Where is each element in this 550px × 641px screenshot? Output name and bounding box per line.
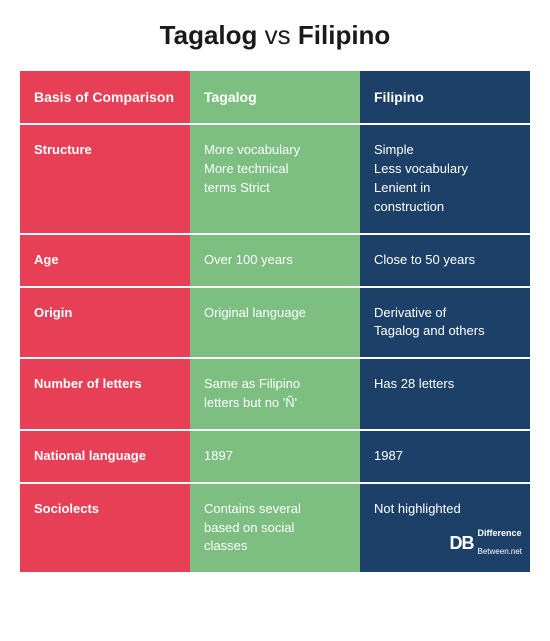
row-value-a: Same as Filipino letters but no 'Ñ' xyxy=(190,359,360,429)
row-label: Age xyxy=(20,235,190,286)
row-value-b: Not highlighted DB Difference Between.ne… xyxy=(360,484,530,573)
table-header-row: Basis of Comparison Tagalog Filipino xyxy=(20,71,530,123)
row-value-b: Simple Less vocabulary Lenient in constr… xyxy=(360,125,530,232)
row-label: Origin xyxy=(20,288,190,358)
table-row: Origin Original language Derivative of T… xyxy=(20,288,530,358)
row-value-b: Has 28 letters xyxy=(360,359,530,429)
row-value-a: Contains several based on social classes xyxy=(190,484,360,573)
row-value-b-text: Not highlighted xyxy=(374,500,461,519)
table-row: Sociolects Contains several based on soc… xyxy=(20,484,530,573)
logo-line2: Between.net xyxy=(478,548,522,556)
title-left: Tagalog xyxy=(160,20,258,50)
comparison-table: Basis of Comparison Tagalog Filipino Str… xyxy=(20,71,530,572)
header-col-a: Tagalog xyxy=(190,71,360,123)
row-label: Sociolects xyxy=(20,484,190,573)
title-vs: vs xyxy=(265,20,291,50)
logo-line1: Difference xyxy=(478,529,522,538)
row-value-a: More vocabulary More technical terms Str… xyxy=(190,125,360,232)
row-label: Number of letters xyxy=(20,359,190,429)
row-value-a: Over 100 years xyxy=(190,235,360,286)
row-label: National language xyxy=(20,431,190,482)
table-row: Age Over 100 years Close to 50 years xyxy=(20,235,530,286)
row-value-b: Derivative of Tagalog and others xyxy=(360,288,530,358)
page-title: Tagalog vs Filipino xyxy=(20,20,530,51)
table-row: National language 1897 1987 xyxy=(20,431,530,482)
row-value-b: Close to 50 years xyxy=(360,235,530,286)
header-col-b: Filipino xyxy=(360,71,530,123)
row-value-a: Original language xyxy=(190,288,360,358)
title-right: Filipino xyxy=(298,20,390,50)
row-value-b: 1987 xyxy=(360,431,530,482)
row-label: Structure xyxy=(20,125,190,232)
table-row: Number of letters Same as Filipino lette… xyxy=(20,359,530,429)
brand-logo: DB Difference Between.net xyxy=(450,519,522,566)
logo-mark: DB xyxy=(450,534,474,552)
header-basis: Basis of Comparison xyxy=(20,71,190,123)
table-row: Structure More vocabulary More technical… xyxy=(20,125,530,232)
row-value-a: 1897 xyxy=(190,431,360,482)
